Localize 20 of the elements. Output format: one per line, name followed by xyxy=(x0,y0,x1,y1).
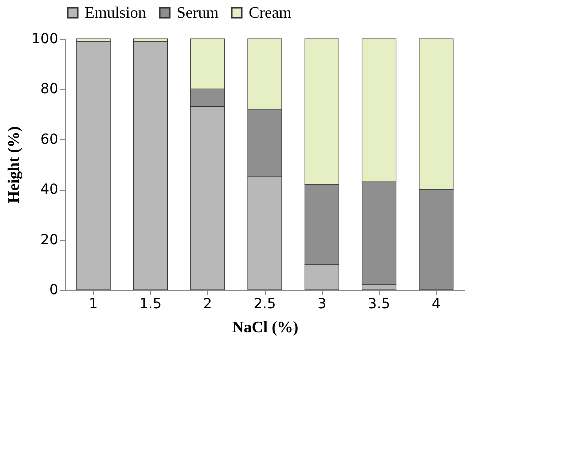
x-tick-label: 3.5 xyxy=(368,296,390,312)
x-tick-label: 3 xyxy=(318,296,327,312)
bar xyxy=(76,41,111,290)
legend-label: Cream xyxy=(249,5,292,22)
x-tick-label: 1.5 xyxy=(140,296,162,312)
x-tick-label: 1 xyxy=(89,296,98,312)
x-tick-label: 2.5 xyxy=(254,296,276,312)
y-tick-label: 60 xyxy=(40,132,58,148)
legend-label: Serum xyxy=(177,5,220,22)
y-tick-label: 40 xyxy=(40,182,58,198)
x-axis-title: NaCl (%) xyxy=(232,320,299,336)
y-tick-label: 0 xyxy=(50,282,58,298)
y-tick-label: 100 xyxy=(32,32,58,48)
bar xyxy=(133,41,168,290)
y-tick-label: 80 xyxy=(40,82,58,98)
y-tick-label: 20 xyxy=(40,232,58,248)
y-axis-title: Height (%) xyxy=(6,126,23,204)
legend-label: Emulsion xyxy=(85,5,146,22)
x-tick-label: 2 xyxy=(203,296,212,312)
x-tick-label: 4 xyxy=(432,296,441,312)
